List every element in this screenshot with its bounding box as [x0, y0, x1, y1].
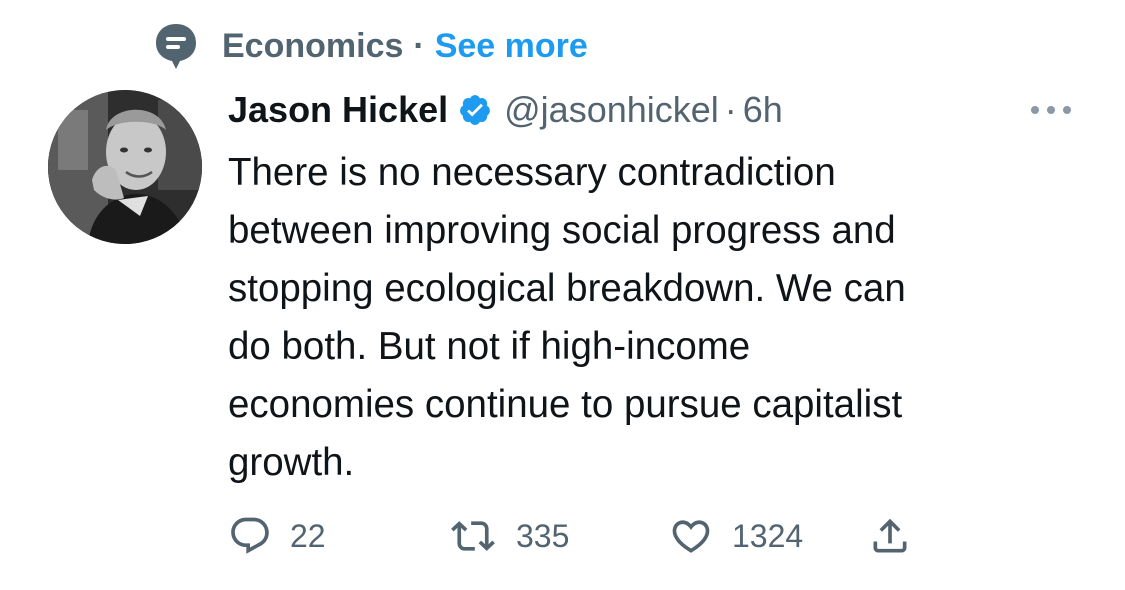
retweet-button[interactable]: 335: [448, 514, 668, 558]
header-separator: ·: [724, 89, 737, 130]
topic-name[interactable]: Economics: [222, 26, 404, 65]
see-more-link[interactable]: See more: [434, 26, 588, 65]
avatar[interactable]: [48, 90, 202, 244]
like-button[interactable]: 1324: [668, 514, 868, 558]
like-count: 1324: [732, 517, 804, 554]
heart-icon: [668, 514, 714, 558]
verified-badge-icon: [458, 93, 492, 127]
tweet-actions: 22 335 1324: [228, 510, 912, 562]
tweet-timestamp[interactable]: 6h: [742, 89, 783, 130]
reply-button[interactable]: 22: [228, 514, 448, 558]
topic-icon: [150, 20, 202, 72]
share-button[interactable]: [868, 514, 912, 558]
author-name[interactable]: Jason Hickel: [228, 89, 449, 130]
topic-row: Economics · See more: [150, 22, 588, 70]
retweet-count: 335: [516, 517, 570, 554]
reply-icon: [228, 514, 272, 558]
topic-label: Economics · See more: [222, 27, 588, 66]
author-handle[interactable]: @jasonhickel: [504, 89, 719, 130]
more-options-icon[interactable]: [1031, 100, 1071, 120]
tweet-header: Jason Hickel @jasonhickel · 6h: [228, 84, 783, 136]
share-icon: [868, 514, 912, 558]
reply-count: 22: [290, 517, 326, 554]
tweet-text: There is no necessary contradiction betw…: [228, 151, 906, 484]
topic-separator: ·: [413, 26, 425, 65]
retweet-icon: [448, 514, 498, 558]
